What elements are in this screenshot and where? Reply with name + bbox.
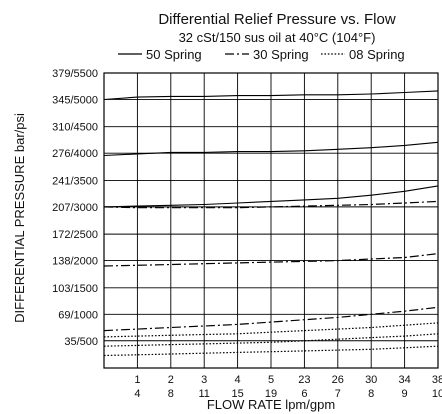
y-tick-label: 69/1000: [58, 309, 98, 321]
x-tick-label-gpm: 11: [198, 388, 209, 400]
y-tick-label: 138/2000: [52, 256, 98, 268]
x-tick-label-gpm: 7: [335, 388, 341, 400]
series-line-50-spring-1: [103, 141, 439, 157]
x-tick-label-lpm: 30: [365, 374, 377, 386]
x-tick-label-gpm: 15: [231, 388, 243, 400]
x-tick-label-lpm: 34: [398, 374, 410, 386]
series-line-08-spring-6: [103, 322, 439, 338]
chart-title: Differential Relief Pressure vs. Flow: [158, 11, 395, 28]
x-tick-label-gpm: 9: [402, 388, 408, 400]
x-tick-label-lpm: 2: [168, 374, 174, 386]
x-tick-label-gpm: 8: [168, 388, 174, 400]
x-tick-label-lpm: 23: [298, 374, 310, 386]
y-tick-label: 172/2500: [52, 229, 98, 241]
x-tick-label-lpm: 4: [235, 374, 241, 386]
legend-label-1: 30 Spring: [253, 47, 309, 62]
x-tick-label-lpm: 38: [432, 374, 442, 386]
y-tick-label: 35/500: [64, 336, 98, 348]
series-line-30-spring-3: [103, 200, 439, 209]
series-line-30-spring-5: [103, 306, 439, 332]
x-tick-label-gpm: 19: [265, 388, 277, 400]
series-line-50-spring-2: [103, 185, 439, 208]
y-axis-ticks: 379/5500 345/5000 310/4500 276/4000 241/3500…: [52, 68, 98, 348]
chart-subtitle: 32 cSt/150 sus oil at 40°C (104°F): [179, 30, 376, 45]
series-group: [103, 90, 439, 357]
y-tick-label: 310/4500: [52, 122, 98, 134]
x-tick-label-gpm: 4: [134, 388, 140, 400]
legend-label-0: 50 Spring: [146, 47, 202, 62]
y-tick-label: 345/5000: [52, 94, 98, 106]
plot-frame: [103, 72, 439, 369]
series-line-30-spring-4: [103, 253, 439, 267]
legend: 50 Spring 30 Spring 08 Spring: [118, 47, 405, 62]
series-line-50-spring-0: [103, 90, 439, 101]
y-axis-label: DIFFERENTIAL PRESSURE bar/psi: [12, 113, 27, 323]
series-line-08-spring-8: [103, 345, 439, 357]
y-tick-label: 103/1500: [52, 283, 98, 295]
y-tick-label: 241/3500: [52, 175, 98, 187]
grid-lines: [104, 72, 439, 368]
series-line-08-spring-7: [103, 333, 439, 347]
x-tick-label-lpm: 3: [201, 374, 207, 386]
y-tick-label: 379/5500: [52, 68, 98, 80]
x-tick-label-gpm: 6: [301, 388, 307, 400]
legend-label-2: 08 Spring: [349, 47, 405, 62]
x-tick-label-lpm: 5: [268, 374, 274, 386]
x-tick-label-lpm: 1: [134, 374, 140, 386]
x-axis-label: FLOW RATE lpm/gpm: [207, 397, 335, 412]
x-tick-label-gpm: 10: [432, 388, 442, 400]
x-tick-label-gpm: 8: [368, 388, 374, 400]
x-tick-label-lpm: 26: [332, 374, 344, 386]
x-axis-ticks: 1 4 2 8 3 11 4 15 5 19 23 6 26 7 30 8 34 9 38 10: [134, 374, 442, 400]
y-tick-label: 276/4000: [52, 148, 98, 160]
y-tick-label: 207/3000: [52, 202, 98, 214]
